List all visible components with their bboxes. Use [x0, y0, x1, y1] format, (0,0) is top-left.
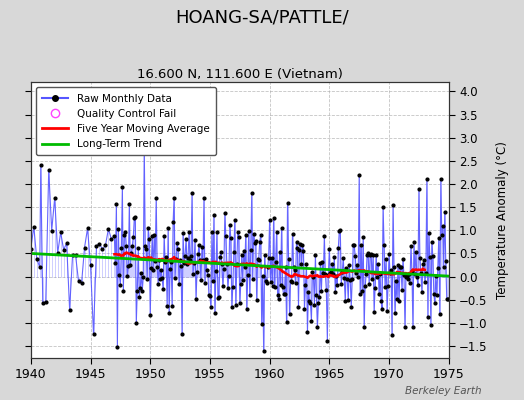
Text: Berkeley Earth: Berkeley Earth — [406, 386, 482, 396]
Title: 16.600 N, 111.600 E (Vietnam): 16.600 N, 111.600 E (Vietnam) — [137, 68, 343, 81]
Text: HOANG-SA/PATTLE/: HOANG-SA/PATTLE/ — [175, 8, 349, 26]
Y-axis label: Temperature Anomaly (°C): Temperature Anomaly (°C) — [496, 141, 509, 299]
Legend: Raw Monthly Data, Quality Control Fail, Five Year Moving Average, Long-Term Tren: Raw Monthly Data, Quality Control Fail, … — [36, 87, 216, 156]
